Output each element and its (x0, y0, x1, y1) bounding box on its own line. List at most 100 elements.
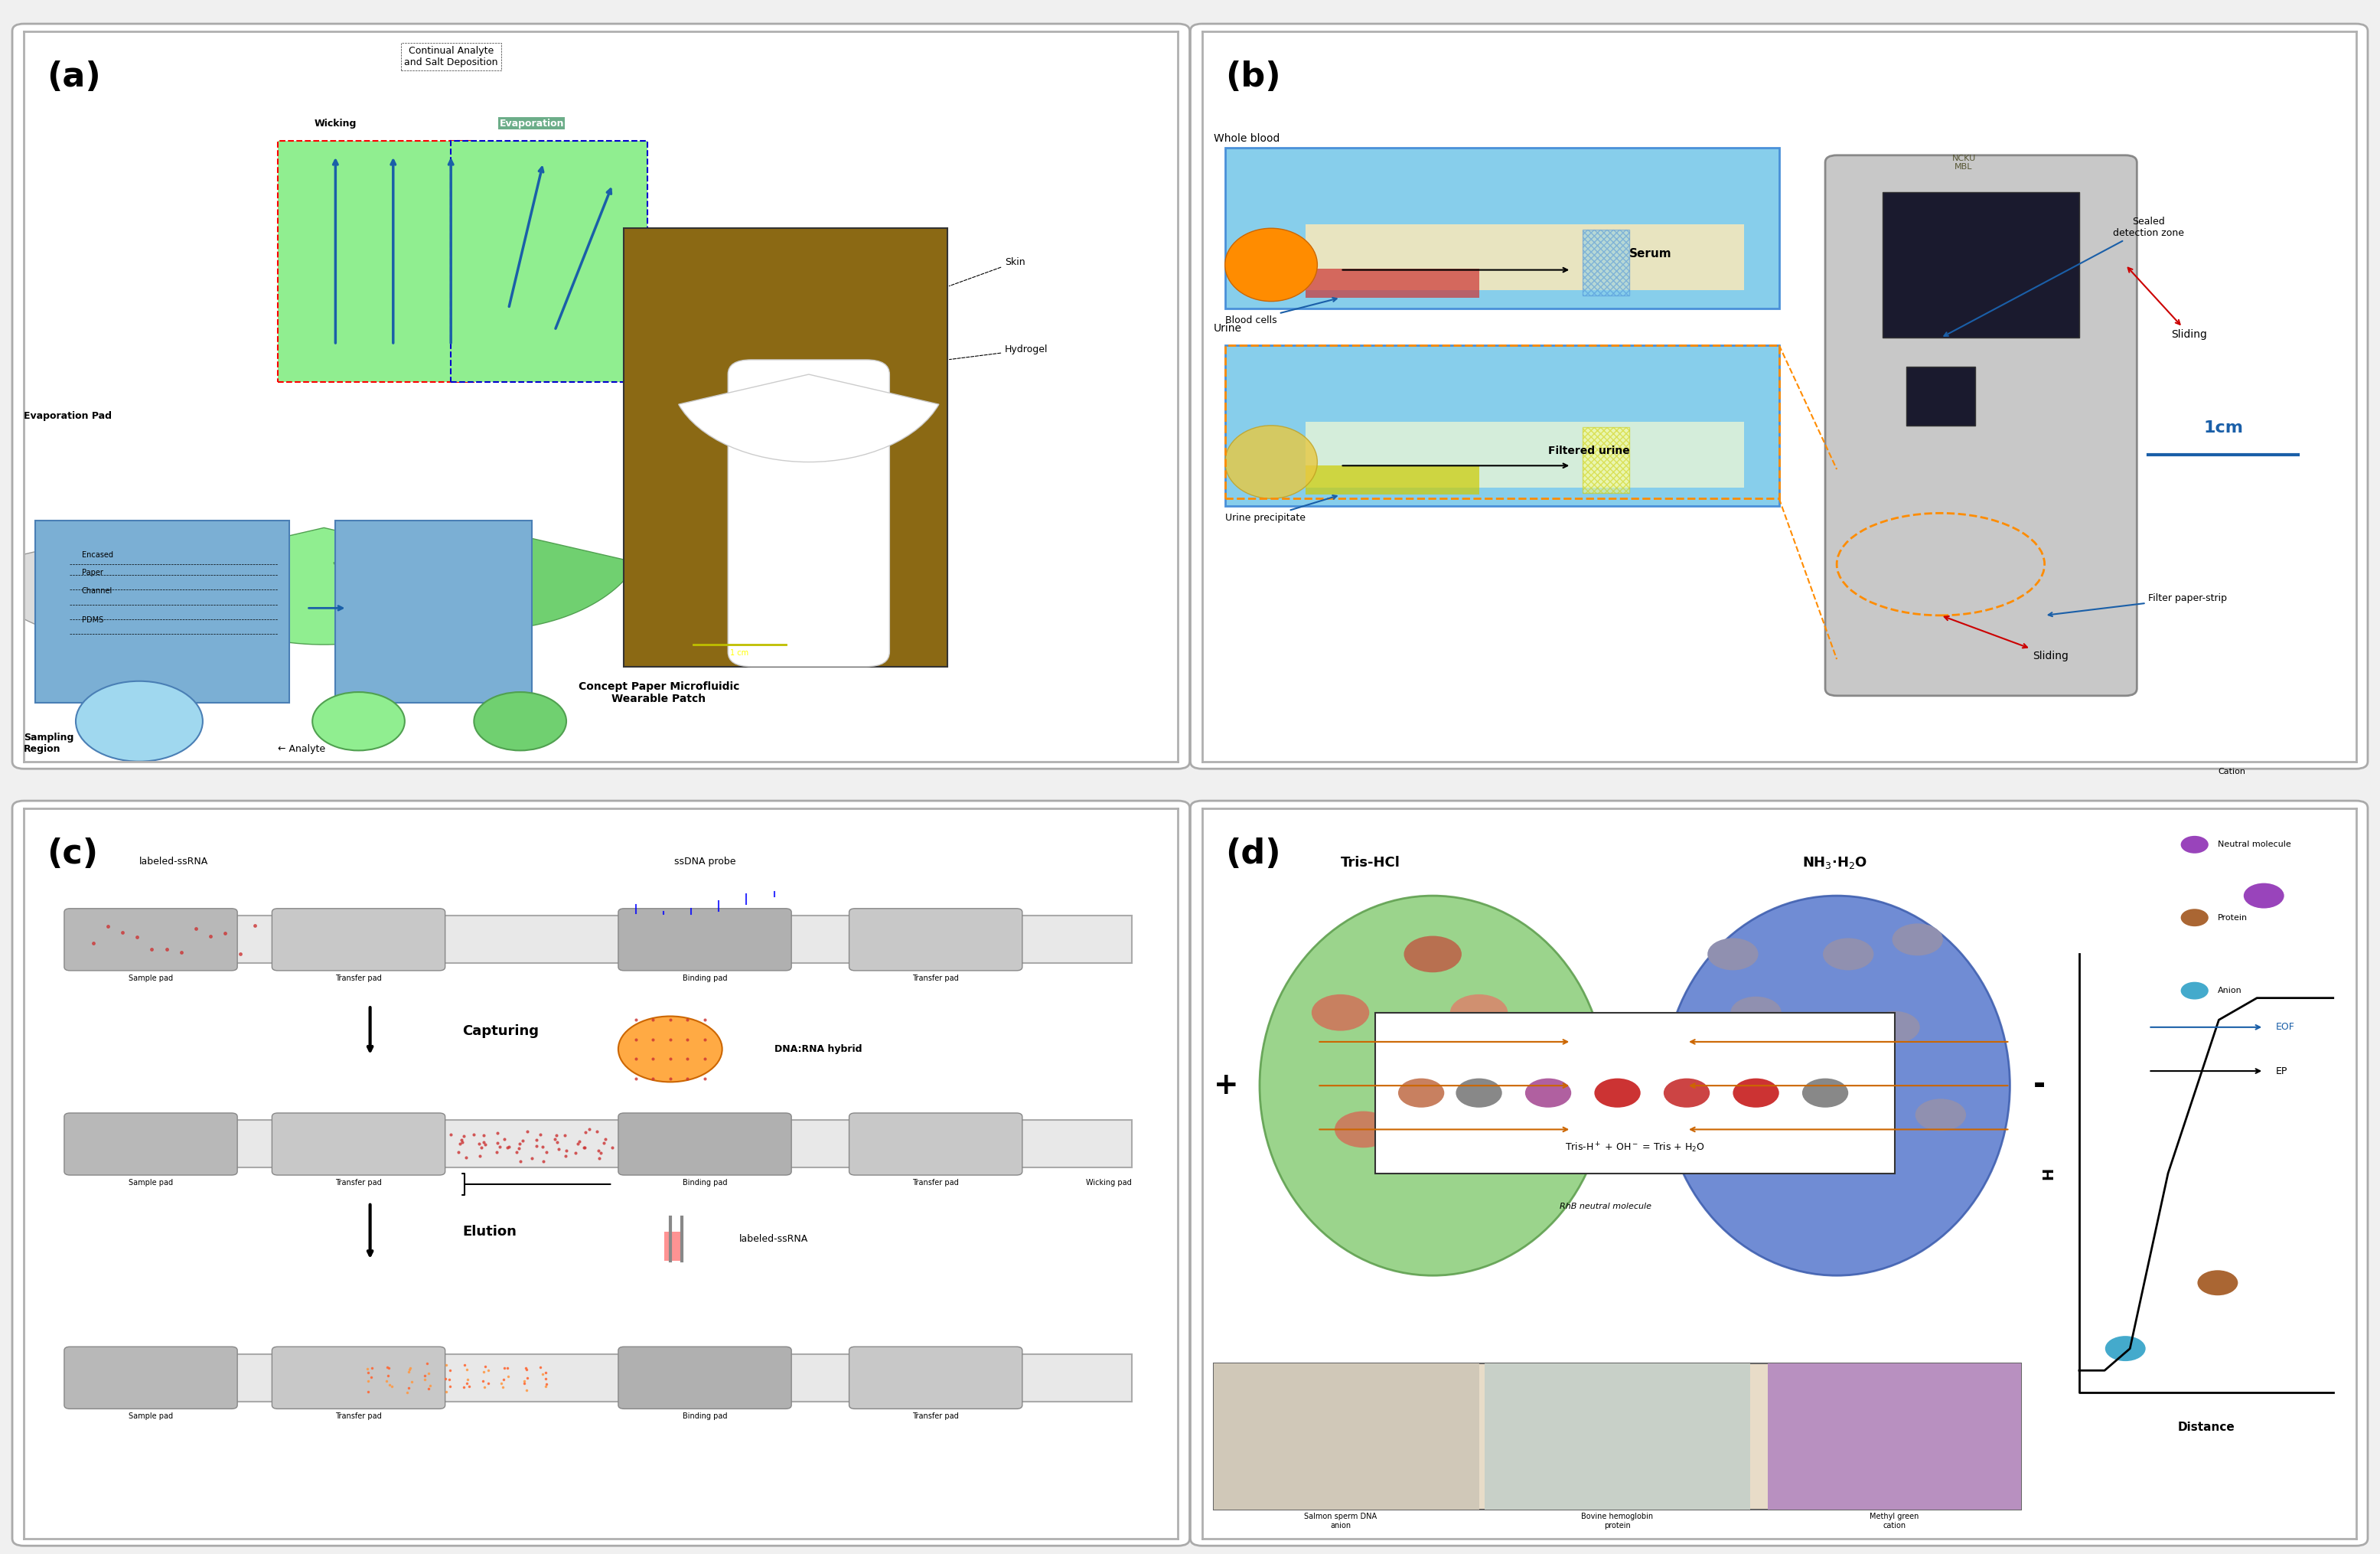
FancyBboxPatch shape (1583, 230, 1628, 295)
Text: Channel: Channel (81, 587, 112, 595)
FancyBboxPatch shape (1214, 1363, 1478, 1509)
Circle shape (1449, 995, 1509, 1030)
Text: Encased: Encased (81, 550, 112, 558)
Text: ssDNA probe: ssDNA probe (674, 856, 735, 867)
Circle shape (1595, 1078, 1640, 1108)
Circle shape (2104, 1335, 2147, 1361)
Circle shape (2180, 982, 2209, 999)
Text: Whole blood: Whole blood (1214, 134, 1280, 145)
Circle shape (1892, 923, 1942, 956)
Text: Elution: Elution (462, 1225, 516, 1239)
Circle shape (1311, 995, 1368, 1030)
Text: Neutral molecule: Neutral molecule (2218, 841, 2292, 848)
Text: Transfer pad: Transfer pad (336, 1413, 381, 1420)
Text: Tris-HCl: Tris-HCl (1340, 856, 1399, 870)
Ellipse shape (1226, 228, 1319, 301)
FancyBboxPatch shape (619, 1347, 793, 1409)
FancyBboxPatch shape (64, 909, 238, 971)
Text: Protein: Protein (2218, 914, 2247, 922)
Text: Evaporation Pad: Evaporation Pad (24, 410, 112, 421)
FancyBboxPatch shape (1214, 1363, 2021, 1509)
FancyBboxPatch shape (728, 361, 890, 667)
FancyBboxPatch shape (1190, 800, 2368, 1546)
Text: Anion: Anion (2218, 987, 2242, 995)
FancyBboxPatch shape (619, 909, 793, 971)
FancyBboxPatch shape (624, 228, 947, 667)
Text: Wicking: Wicking (314, 118, 357, 129)
Text: Wicking pad: Wicking pad (1085, 1179, 1133, 1186)
Text: Methyl green
cation: Methyl green cation (1871, 1514, 1918, 1529)
Text: Serum: Serum (1628, 249, 1671, 260)
Circle shape (1664, 1078, 1709, 1108)
Text: Urine precipitate: Urine precipitate (1226, 496, 1338, 522)
Text: Hydrogel: Hydrogel (950, 345, 1047, 359)
Text: Transfer pad: Transfer pad (912, 974, 959, 982)
Text: Sample pad: Sample pad (129, 1413, 174, 1420)
FancyBboxPatch shape (1768, 1363, 2021, 1509)
FancyBboxPatch shape (1307, 421, 1745, 488)
FancyBboxPatch shape (64, 1347, 238, 1409)
FancyBboxPatch shape (1226, 345, 1778, 507)
Text: Evaporation: Evaporation (500, 118, 564, 129)
Text: Transfer pad: Transfer pad (336, 1179, 381, 1186)
FancyBboxPatch shape (69, 1120, 1133, 1167)
Circle shape (1916, 1099, 1966, 1131)
FancyBboxPatch shape (619, 1113, 793, 1175)
FancyBboxPatch shape (850, 1347, 1023, 1409)
FancyBboxPatch shape (271, 1347, 445, 1409)
Text: DNA:RNA hybrid: DNA:RNA hybrid (774, 1044, 862, 1054)
Text: EOF: EOF (2275, 1023, 2294, 1032)
Text: PDMS: PDMS (81, 617, 102, 625)
FancyBboxPatch shape (1485, 1363, 1749, 1509)
Circle shape (1335, 1111, 1392, 1148)
Text: Bovine hemoglobin
protein: Bovine hemoglobin protein (1580, 1514, 1654, 1529)
FancyBboxPatch shape (1190, 23, 2368, 769)
Text: Binding pad: Binding pad (683, 974, 728, 982)
Circle shape (312, 692, 405, 751)
Ellipse shape (1226, 426, 1319, 499)
Text: (c): (c) (48, 838, 98, 870)
Text: Concept Paper Microfluidic
Wearable Patch: Concept Paper Microfluidic Wearable Patc… (578, 681, 740, 704)
FancyBboxPatch shape (850, 1113, 1023, 1175)
Ellipse shape (1664, 895, 2009, 1276)
Circle shape (2242, 883, 2285, 909)
Circle shape (1802, 1078, 1849, 1108)
Text: H: H (2042, 1167, 2056, 1179)
Text: 1cm: 1cm (2204, 421, 2244, 435)
FancyBboxPatch shape (1825, 155, 2137, 696)
Text: Sliding: Sliding (2128, 267, 2206, 340)
Circle shape (1457, 1078, 1502, 1108)
Text: Transfer pad: Transfer pad (336, 974, 381, 982)
Text: EP: EP (2275, 1066, 2287, 1075)
Text: Urine: Urine (1214, 323, 1242, 334)
FancyBboxPatch shape (664, 1232, 681, 1260)
Circle shape (1497, 1082, 1554, 1119)
FancyBboxPatch shape (850, 909, 1023, 971)
FancyBboxPatch shape (271, 1113, 445, 1175)
Polygon shape (333, 528, 638, 629)
FancyBboxPatch shape (1583, 427, 1628, 493)
FancyBboxPatch shape (1307, 269, 1478, 298)
Circle shape (1397, 1078, 1445, 1108)
FancyBboxPatch shape (450, 141, 647, 382)
Text: Binding pad: Binding pad (683, 1179, 728, 1186)
Text: 1 cm: 1 cm (731, 650, 750, 657)
FancyBboxPatch shape (64, 1113, 238, 1175)
Text: -: - (2033, 1071, 2044, 1100)
Circle shape (1404, 936, 1461, 973)
Text: Distance: Distance (2178, 1422, 2235, 1433)
FancyBboxPatch shape (1307, 466, 1478, 494)
FancyBboxPatch shape (336, 521, 531, 702)
Text: Sealed
detection zone: Sealed detection zone (1944, 216, 2185, 336)
Text: Sample pad: Sample pad (129, 974, 174, 982)
Text: ← Analyte: ← Analyte (278, 744, 326, 754)
FancyBboxPatch shape (1376, 1013, 1894, 1173)
Text: NH$_3$·H$_2$O: NH$_3$·H$_2$O (1802, 855, 1868, 870)
FancyBboxPatch shape (1883, 191, 2080, 337)
Text: Sliding: Sliding (1944, 617, 2068, 662)
FancyBboxPatch shape (278, 141, 474, 382)
Text: (a): (a) (48, 61, 100, 93)
Text: NCKU
MBL: NCKU MBL (1952, 154, 1975, 171)
Circle shape (2290, 737, 2330, 763)
FancyBboxPatch shape (1307, 225, 1745, 291)
